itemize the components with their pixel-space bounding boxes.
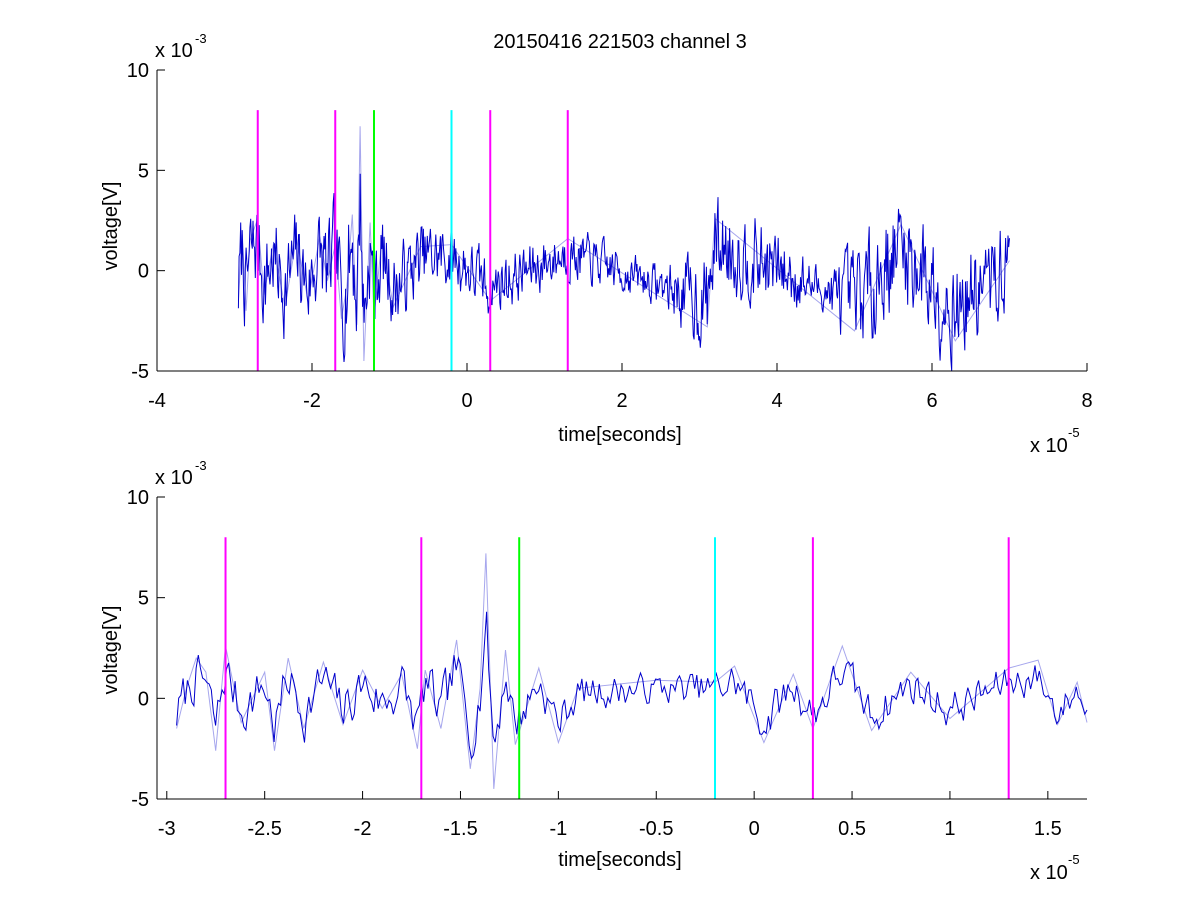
top-x-tick-label: 8 — [1081, 390, 1092, 412]
top-axes: -4 -2 0 2 4 6 8 -5 0 5 10 — [127, 60, 1093, 412]
bottom-x-tick-label: -0.5 — [639, 818, 673, 840]
subplot-bottom: -3 -2.5 -2 -1.5 -1 -0.5 0 0.5 1 1.5 -5 0 5 10 voltage… — [100, 458, 1088, 884]
bottom-x-tick-label: 0 — [749, 818, 760, 840]
bottom-y-axis-label: voltage[V] — [100, 606, 122, 695]
bottom-x-multiplier-exponent: -5 — [1068, 852, 1080, 867]
bottom-traces — [176, 537, 1088, 799]
top-x-multiplier: x 10 -5 — [1030, 425, 1080, 457]
bottom-x-tick-label: -1.5 — [443, 818, 477, 840]
bottom-signal-line — [176, 611, 1088, 761]
bottom-x-tick-label: 1.5 — [1034, 818, 1062, 840]
top-x-tick-label: 2 — [616, 390, 627, 412]
top-y-tick-label: 5 — [138, 160, 149, 182]
top-traces — [237, 110, 1010, 372]
bottom-x-tick-label: 0.5 — [838, 818, 866, 840]
bottom-y-multiplier: x 10 -3 — [155, 458, 207, 489]
bottom-y-tick-label: 0 — [138, 688, 149, 710]
top-x-tick-label: 0 — [461, 390, 472, 412]
top-x-multiplier-base: x 10 — [1030, 435, 1068, 457]
top-y-axis-label: voltage[V] — [100, 182, 122, 271]
bottom-y-multiplier-base: x 10 — [155, 467, 193, 489]
bottom-y-tick-label: 5 — [138, 588, 149, 610]
top-x-tick-label: -4 — [148, 390, 166, 412]
bottom-x-tick-label: -3 — [158, 818, 176, 840]
chart-title: 20150416 221503 channel 3 — [493, 31, 747, 53]
top-y-tick-label: 0 — [138, 261, 149, 283]
bottom-x-multiplier-base: x 10 — [1030, 862, 1068, 884]
top-x-tick-label: 6 — [926, 390, 937, 412]
bottom-y-multiplier-exponent: -3 — [195, 458, 207, 473]
top-x-multiplier-exponent: -5 — [1068, 425, 1080, 440]
bottom-x-tick-label: -2.5 — [247, 818, 281, 840]
top-y-tick-label: 10 — [127, 60, 149, 82]
bottom-x-multiplier: x 10 -5 — [1030, 852, 1080, 884]
subplot-top: 20150416 221503 channel 3 -4 -2 0 2 4 6 8-5051… — [100, 31, 1093, 457]
bottom-x-axis-label: time[seconds] — [558, 849, 681, 871]
bottom-x-tick-label: -1 — [549, 818, 567, 840]
top-signal-peaks — [237, 126, 1010, 362]
bottom-axes: -3 -2.5 -2 -1.5 -1 -0.5 0 0.5 1 1.5 -5 0 5 10 — [127, 487, 1087, 840]
bottom-y-tick-label: -5 — [131, 789, 149, 811]
top-y-multiplier: x 10 -3 — [155, 31, 207, 62]
bottom-x-tick-label: -2 — [354, 818, 372, 840]
bottom-x-tick-label: 1 — [944, 818, 955, 840]
top-y-tick-label: -5 — [131, 361, 149, 383]
top-y-multiplier-exponent: -3 — [195, 31, 207, 46]
top-signal-line — [237, 173, 1010, 372]
bottom-y-tick-label: 10 — [127, 487, 149, 509]
top-x-tick-label: 4 — [771, 390, 782, 412]
top-x-tick-label: -2 — [303, 390, 321, 412]
top-x-axis-label: time[seconds] — [558, 424, 681, 446]
top-y-multiplier-base: x 10 — [155, 40, 193, 62]
bottom-signal-peaks — [176, 553, 1088, 789]
